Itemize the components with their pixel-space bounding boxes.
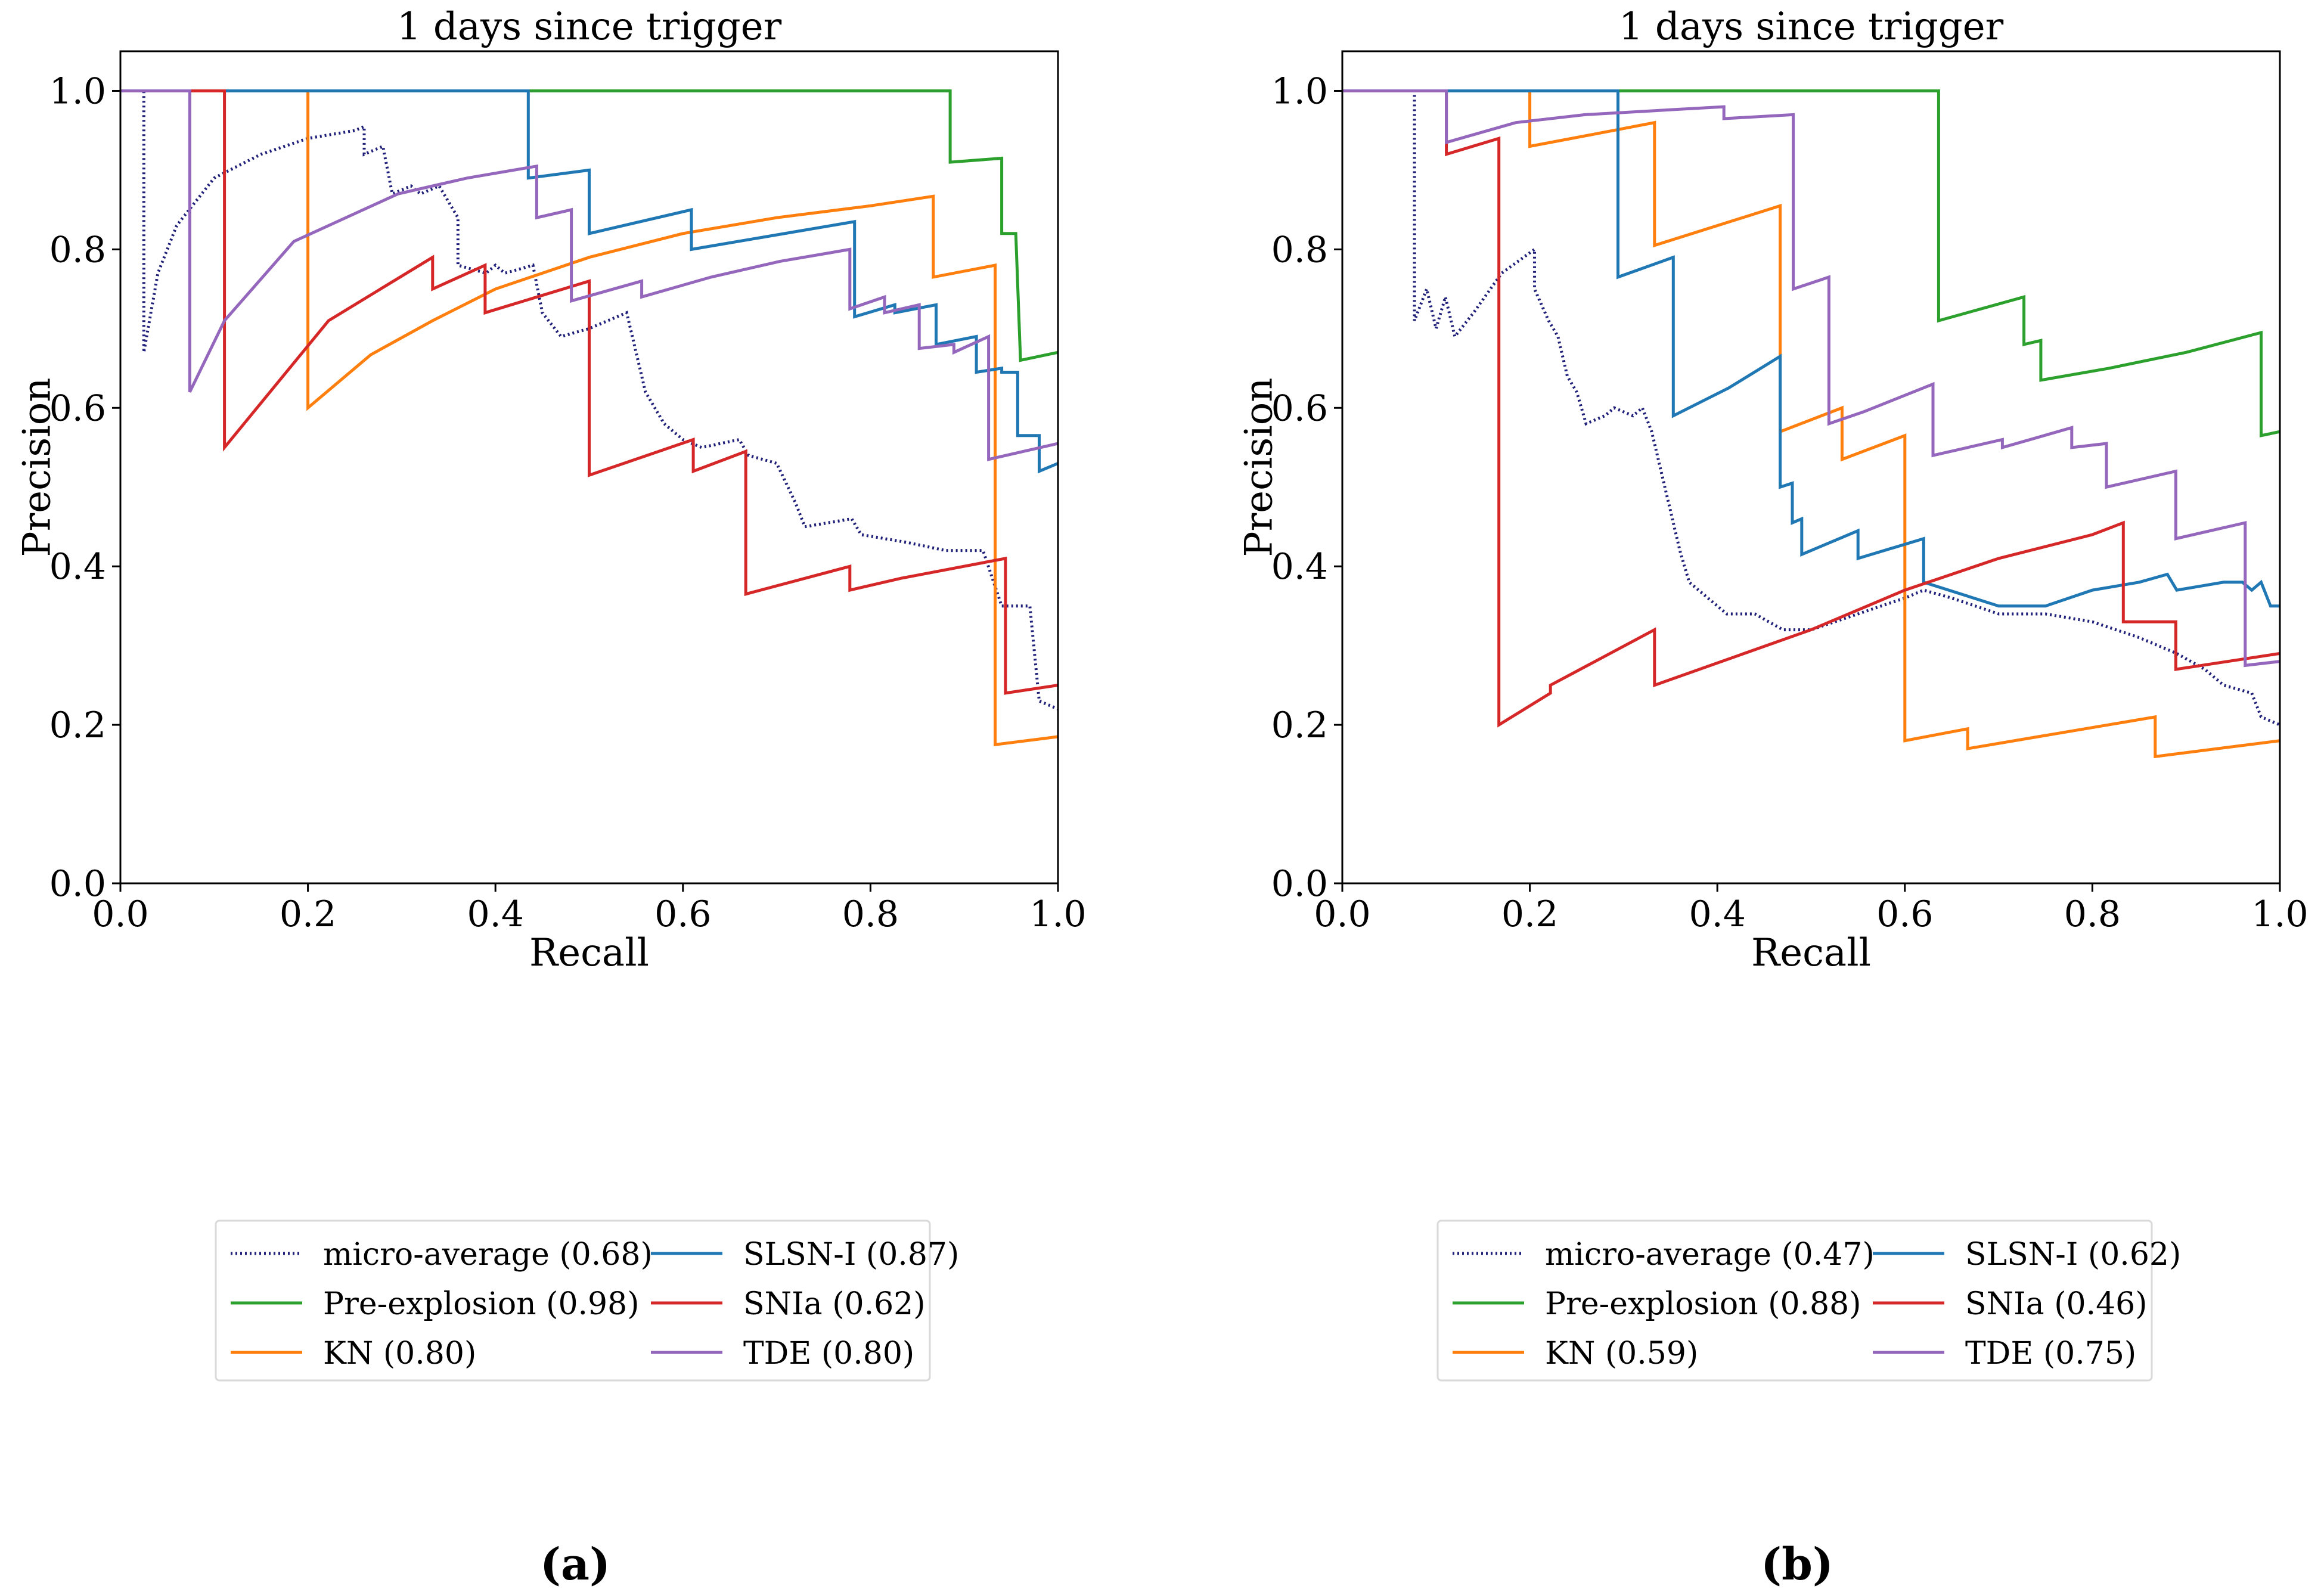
legend-label-snia: SNIa (0.62) xyxy=(743,1286,926,1322)
y-tick-label: 0.6 xyxy=(49,387,106,429)
chart-title: 1 days since trigger xyxy=(1619,5,2004,49)
x-tick-label: 0.0 xyxy=(92,893,148,935)
series-line-snia xyxy=(1342,89,2280,728)
x-tick-label: 0.2 xyxy=(1501,893,1558,935)
x-tick-label: 0.4 xyxy=(467,893,523,935)
y-tick-label: 0.8 xyxy=(49,229,106,271)
y-tick-label: 1.0 xyxy=(49,70,106,112)
legend-label-slsn: SLSN-I (0.62) xyxy=(1965,1237,2181,1273)
legend-box xyxy=(215,1219,931,1382)
legend-label-micro: micro-average (0.47) xyxy=(1545,1237,1875,1273)
y-tick-label: 0.2 xyxy=(49,705,106,746)
chart-title: 1 days since trigger xyxy=(397,5,782,49)
panel-label: (a) xyxy=(540,1539,610,1590)
series-line-slsn xyxy=(1342,89,2280,608)
series-line-micro xyxy=(1342,89,2280,727)
series-line-micro xyxy=(120,89,1058,710)
legend-label-tde: TDE (0.80) xyxy=(743,1336,914,1371)
x-tick-label: 0.0 xyxy=(1314,893,1370,935)
x-tick-label: 0.8 xyxy=(2064,893,2121,935)
series-lines xyxy=(1342,89,2280,759)
legend-label-kn: KN (0.80) xyxy=(323,1336,476,1371)
series-line-tde xyxy=(120,89,1058,461)
legend-label-snia: SNIa (0.46) xyxy=(1965,1286,2148,1322)
y-tick-label: 1.0 xyxy=(1271,70,1328,112)
x-tick-label: 0.2 xyxy=(280,893,336,935)
y-tick-label: 0.4 xyxy=(49,546,106,588)
y-axis-label: Precision xyxy=(15,378,60,557)
x-tick-label: 0.6 xyxy=(1876,893,1933,935)
y-tick-label: 0.2 xyxy=(1271,705,1328,746)
legend-label-pre: Pre-explosion (0.98) xyxy=(323,1286,640,1322)
x-axis-label: Recall xyxy=(529,931,649,975)
series-line-slsn xyxy=(120,89,1058,474)
legend-box xyxy=(1436,1219,2153,1382)
legend-label-kn: KN (0.59) xyxy=(1545,1336,1698,1371)
legend-label-slsn: SLSN-I (0.87) xyxy=(743,1237,959,1273)
plot-frame xyxy=(119,50,1059,885)
x-tick-label: 0.8 xyxy=(842,893,899,935)
y-axis-label: Precision xyxy=(1237,378,1282,557)
legend-label-tde: TDE (0.75) xyxy=(1965,1336,2136,1371)
y-tick-label: 0.4 xyxy=(1271,546,1328,588)
legend: micro-average (0.47) Pre-explosion (0.88)… xyxy=(1436,1219,2181,1382)
series-line-kn xyxy=(1342,89,2280,759)
x-tick-label: 1.0 xyxy=(2251,893,2308,935)
plot-frame xyxy=(1341,50,2281,885)
x-axis-label: Recall xyxy=(1751,931,1871,975)
x-tick-label: 1.0 xyxy=(1029,893,1086,935)
y-tick-label: 0.6 xyxy=(1271,387,1328,429)
series-line-pre xyxy=(120,89,1058,362)
legend-label-micro: micro-average (0.68) xyxy=(323,1237,653,1273)
legend-label-pre: Pre-explosion (0.88) xyxy=(1545,1286,1861,1322)
chart-panel-b: 0.0 0.2 0.4 0.6 0.8 1.0 0.0 0.2 0.4 0.6 0.8 1.0 1 da… xyxy=(1237,5,2309,1590)
y-tick-label: 0.0 xyxy=(49,863,106,905)
y-tick-label: 0.8 xyxy=(1271,229,1328,271)
series-line-pre xyxy=(1342,89,2280,437)
series-line-snia xyxy=(120,89,1058,695)
chart-panel-a: 0.0 0.2 0.4 0.6 0.8 1.0 0.0 0.2 0.4 0.6 0.8 1.0 1 da… xyxy=(15,5,1087,1590)
series-lines xyxy=(120,89,1058,747)
series-line-tde xyxy=(1342,89,2280,668)
panel-label: (b) xyxy=(1761,1539,1833,1590)
x-tick-label: 0.4 xyxy=(1689,893,1745,935)
legend: micro-average (0.68) Pre-explosion (0.98)… xyxy=(215,1219,959,1382)
series-line-kn xyxy=(120,89,1058,747)
y-tick-label: 0.0 xyxy=(1271,863,1328,905)
x-tick-label: 0.6 xyxy=(654,893,711,935)
